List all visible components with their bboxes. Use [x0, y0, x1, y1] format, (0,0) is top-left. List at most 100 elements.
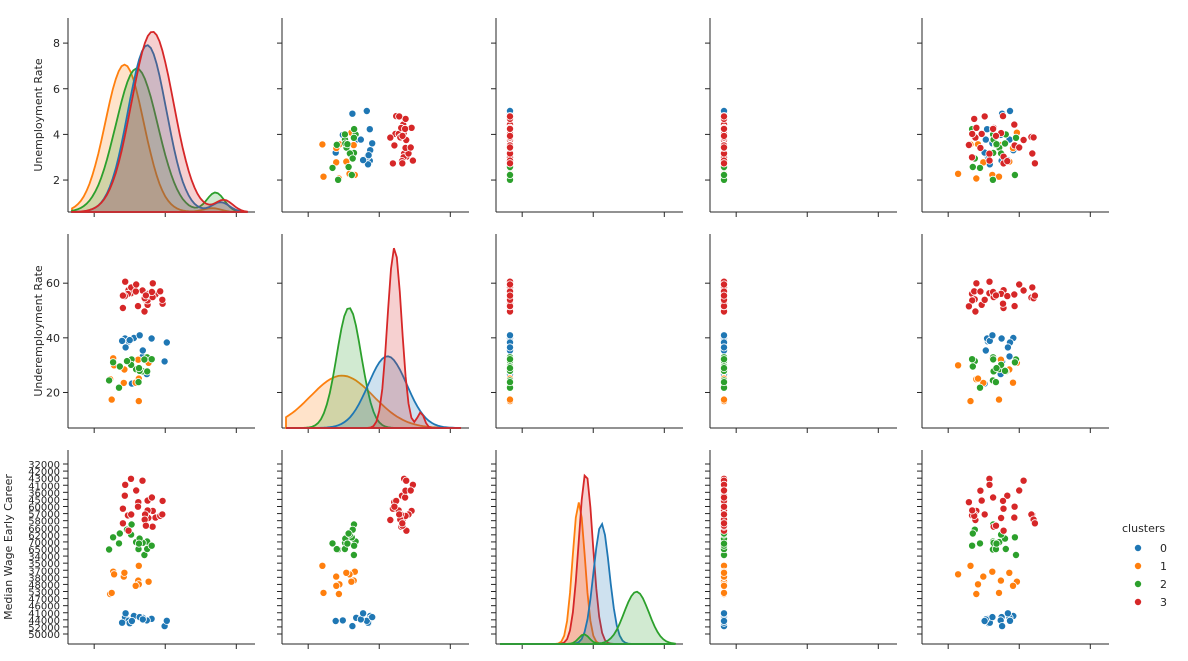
- scatter-point-cluster-3: [505, 291, 514, 300]
- scatter-point-cluster-3: [968, 153, 977, 162]
- y-tick-label: 37000: [28, 566, 60, 577]
- scatter-point-cluster-0: [720, 343, 729, 352]
- scatter-point-cluster-0: [997, 334, 1006, 343]
- legend-label-1: 1: [1160, 560, 1167, 573]
- scatter-point-cluster-3: [1015, 280, 1024, 289]
- scatter-point-cluster-1: [979, 572, 988, 581]
- scatter-point-cluster-3: [999, 299, 1008, 308]
- scatter-point-cluster-0: [368, 139, 377, 148]
- kde-curve-cluster-3: [71, 30, 248, 213]
- scatter-point-cluster-3: [970, 114, 979, 123]
- scatter-point-cluster-2: [505, 170, 514, 179]
- scatter-point-cluster-2: [968, 355, 977, 364]
- scatter-point-cluster-3: [977, 129, 986, 138]
- scatter-point-cluster-3: [980, 510, 989, 519]
- scatter-point-cluster-3: [1019, 135, 1028, 144]
- scatter-point-cluster-3: [141, 521, 150, 530]
- scatter-point-cluster-2: [976, 539, 985, 548]
- y-tick-label: 53000: [28, 588, 60, 599]
- scatter-point-cluster-1: [110, 570, 119, 579]
- scatter-point-cluster-3: [156, 287, 165, 296]
- scatter-point-cluster-1: [318, 561, 327, 570]
- scatter-point-cluster-3: [505, 280, 514, 289]
- y-tick-label: 48000: [28, 580, 60, 591]
- scatter-point-cluster-3: [992, 521, 1001, 530]
- scatter-point-cluster-2: [328, 539, 337, 548]
- scatter-point-cluster-0: [368, 613, 377, 622]
- scatter-point-cluster-2: [347, 170, 356, 179]
- scatter-point-cluster-2: [1010, 358, 1019, 367]
- scatter-point-cluster-0: [362, 107, 371, 116]
- scatter-point-cluster-3: [1010, 502, 1019, 511]
- scatter-point-cluster-3: [1003, 491, 1012, 500]
- scatter-point-cluster-1: [954, 169, 963, 178]
- scatter-point-cluster-3: [1030, 159, 1039, 168]
- scatter-point-cluster-2: [140, 355, 149, 364]
- scatter-point-cluster-0: [981, 135, 990, 144]
- scatter-point-cluster-0: [720, 609, 729, 618]
- scatter-point-cluster-2: [350, 125, 359, 134]
- y-tick-label: 40: [46, 332, 60, 345]
- scatter-point-cluster-2: [115, 539, 124, 548]
- scatter-point-cluster-3: [720, 493, 729, 502]
- scatter-point-cluster-2: [344, 162, 353, 171]
- scatter-point-cluster-1: [972, 590, 981, 599]
- scatter-point-cluster-1: [334, 590, 343, 599]
- scatter-point-cluster-1: [954, 361, 963, 370]
- scatter-point-cluster-3: [395, 510, 404, 519]
- y-tick-label: 20: [46, 386, 60, 399]
- scatter-point-cluster-0: [981, 346, 990, 355]
- scatter-point-cluster-1: [319, 172, 328, 181]
- scatter-point-cluster-3: [140, 307, 149, 316]
- scatter-point-cluster-2: [1001, 366, 1010, 375]
- scatter-point-cluster-1: [720, 568, 729, 577]
- scatter-point-cluster-3: [999, 496, 1008, 505]
- y-tick-label: 41000: [28, 481, 60, 492]
- scatter-point-cluster-3: [1019, 476, 1028, 485]
- scatter-point-cluster-2: [115, 383, 124, 392]
- scatter-point-cluster-3: [720, 510, 729, 519]
- scatter-point-cluster-3: [1019, 286, 1028, 295]
- scatter-point-cluster-3: [964, 302, 973, 311]
- scatter-point-cluster-2: [1001, 545, 1010, 554]
- scatter-point-cluster-1: [1005, 568, 1014, 577]
- scatter-point-cluster-3: [147, 493, 156, 502]
- scatter-point-cluster-0: [359, 156, 368, 165]
- scatter-point-cluster-3: [505, 143, 514, 152]
- scatter-point-cluster-3: [1030, 291, 1039, 300]
- scatter-point-cluster-0: [138, 346, 147, 355]
- scatter-point-cluster-3: [388, 159, 397, 168]
- scatter-point-cluster-2: [968, 529, 977, 538]
- scatter-point-cluster-3: [964, 140, 973, 149]
- scatter-point-cluster-3: [989, 493, 998, 502]
- scatter-point-cluster-3: [720, 124, 729, 133]
- y-tick-label: 66000: [28, 524, 60, 535]
- scatter-point-cluster-2: [340, 130, 349, 139]
- scatter-point-cluster-2: [505, 355, 514, 364]
- scatter-point-cluster-3: [133, 502, 142, 511]
- scatter-point-cluster-3: [121, 480, 130, 489]
- scatter-point-cluster-3: [132, 280, 141, 289]
- scatter-point-cluster-2: [349, 133, 358, 142]
- scatter-point-cluster-3: [131, 287, 140, 296]
- scatter-point-cluster-1: [332, 572, 341, 581]
- scatter-point-cluster-0: [720, 617, 729, 626]
- scatter-point-cluster-1: [131, 581, 140, 590]
- scatter-point-cluster-0: [338, 616, 347, 625]
- scatter-point-cluster-1: [972, 174, 981, 183]
- scatter-point-cluster-1: [120, 568, 129, 577]
- scatter-point-cluster-1: [974, 580, 983, 589]
- y-tick-label: 62000: [28, 531, 60, 542]
- legend: clusters 0 1 2 3: [1122, 522, 1167, 609]
- scatter-point-cluster-3: [1029, 133, 1038, 142]
- scatter-point-cluster-1: [347, 577, 356, 586]
- y-tick-label: 58000: [28, 517, 60, 528]
- scatter-point-cluster-3: [505, 131, 514, 140]
- y-tick-label: 6: [53, 83, 60, 96]
- scatter-point-cluster-3: [1028, 283, 1037, 292]
- scatter-point-cluster-0: [348, 109, 357, 118]
- scatter-point-cluster-2: [989, 355, 998, 364]
- scatter-point-cluster-2: [968, 362, 977, 371]
- scatter-point-cluster-2: [109, 533, 118, 542]
- scatter-point-cluster-1: [954, 570, 963, 579]
